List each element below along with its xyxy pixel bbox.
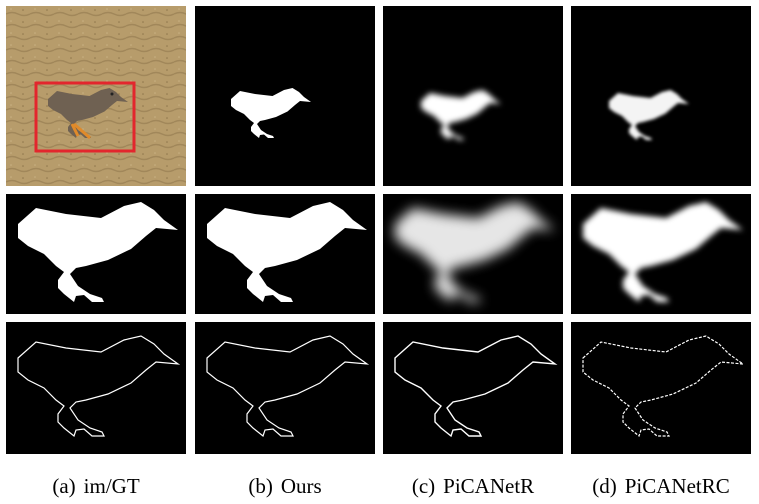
- gt-boundary: [6, 322, 186, 454]
- caption-a: (a) im/GT: [1, 474, 191, 499]
- caption-d: (d) PiCANetRC: [566, 474, 756, 499]
- saliency-ours-full: [195, 6, 375, 186]
- caption-b-name: Ours: [281, 474, 322, 498]
- saliency-ours-zoomed: [195, 194, 375, 314]
- saliency-picanetrc-full: [571, 6, 751, 186]
- sand-photo: [6, 6, 186, 186]
- caption-d-name: PiCANetRC: [625, 474, 730, 498]
- gt-zoomed: [6, 194, 186, 314]
- input-image: [6, 6, 186, 186]
- caption-d-label: (d): [592, 474, 617, 498]
- caption-c-name: PiCANetR: [443, 474, 534, 498]
- saliency-picanetrc-zoomed: [571, 194, 751, 314]
- caption-a-name: im/GT: [84, 474, 140, 498]
- boundary-ours: [195, 322, 375, 454]
- caption-b-label: (b): [248, 474, 273, 498]
- boundary-picanetrc: [571, 322, 751, 454]
- caption-c: (c) PiCANetR: [378, 474, 568, 499]
- caption-b: (b) Ours: [190, 474, 380, 499]
- boundary-picanetr: [383, 322, 563, 454]
- saliency-picanetr-full: [383, 6, 563, 186]
- caption-a-label: (a): [52, 474, 75, 498]
- caption-c-label: (c): [412, 474, 435, 498]
- saliency-picanetr-zoomed: [383, 194, 563, 314]
